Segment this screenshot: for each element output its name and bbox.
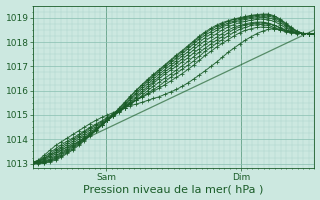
X-axis label: Pression niveau de la mer( hPa ): Pression niveau de la mer( hPa ): [84, 184, 264, 194]
